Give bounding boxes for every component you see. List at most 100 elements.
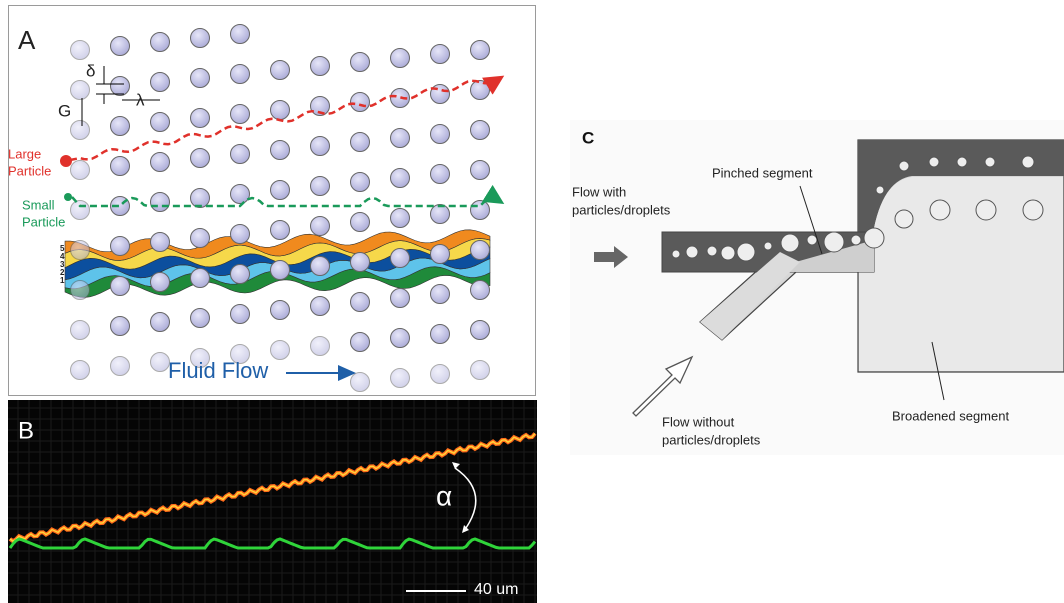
post [110,236,130,256]
post [270,180,290,200]
small-particle-path [71,184,505,208]
droplets [671,155,1044,262]
post [190,188,210,208]
post [150,32,170,52]
post [350,132,370,152]
post [70,80,90,100]
post [110,356,130,376]
post [470,240,490,260]
post [230,144,250,164]
post [70,280,90,300]
post [390,48,410,68]
angle-arc [454,467,477,529]
droplet [671,249,681,259]
post-array [70,24,490,392]
post [310,176,330,196]
panel-b-image [8,400,537,603]
small-particle-label: Small [22,197,55,212]
dimension-marks [81,66,160,126]
droplet [720,245,736,261]
post [310,296,330,316]
post [230,304,250,324]
post [190,348,210,368]
post [70,200,90,220]
post [390,208,410,228]
post [430,244,450,264]
side-inlet-arrow [632,355,694,417]
droplet [763,241,773,251]
inlet-arrow [594,246,628,268]
droplet [956,156,968,168]
post [470,120,490,140]
post [190,308,210,328]
scale-bar-label: 40 um [474,581,518,598]
droplet [984,156,996,168]
broadened-label: Broadened segment [892,408,1009,423]
post [70,120,90,140]
post [230,264,250,284]
small-particle-label: Particle [22,214,65,229]
lane-number: 1 [60,276,65,285]
droplet [780,233,800,253]
post [350,372,370,392]
post [390,168,410,188]
inlet-flow-label: Flow with [572,184,626,199]
delta-label: δ [86,61,95,80]
droplet [929,199,951,221]
post [430,204,450,224]
post [430,164,450,184]
droplet [975,199,997,221]
post [350,212,370,232]
post [430,364,450,384]
post [310,56,330,76]
lane-number: 2 [60,268,65,277]
post [470,160,490,180]
droplet [894,209,914,229]
panel-label: C [582,128,594,147]
post [350,252,370,272]
fluid-flow-label: Fluid Flow [168,358,268,383]
side-channel [700,252,800,340]
lane-number: 3 [60,260,65,269]
droplet [1022,199,1044,221]
post [310,216,330,236]
post [310,336,330,356]
post [70,40,90,60]
panel-label: B [18,417,34,444]
post [70,240,90,260]
gap-label: G [58,101,71,120]
post [70,360,90,380]
post [310,136,330,156]
post [270,100,290,120]
post [350,332,370,352]
post [230,344,250,364]
droplet [928,156,940,168]
droplet [806,234,818,246]
angle-label: α [436,480,452,511]
post [430,284,450,304]
post [150,272,170,292]
post [150,112,170,132]
post [430,44,450,64]
post [390,288,410,308]
post [110,276,130,296]
post [350,172,370,192]
small-particle-streak [8,537,537,550]
post [150,232,170,252]
lane-number: 5 [60,244,65,253]
post [270,300,290,320]
post [230,184,250,204]
streak-highlight [9,433,536,543]
post [310,96,330,116]
post [190,28,210,48]
post [350,292,370,312]
post [150,192,170,212]
post [470,40,490,60]
post [190,108,210,128]
post [390,328,410,348]
post [70,160,90,180]
broadened-pointer [931,341,945,401]
droplet [1021,155,1035,169]
post [110,316,130,336]
post [110,156,130,176]
